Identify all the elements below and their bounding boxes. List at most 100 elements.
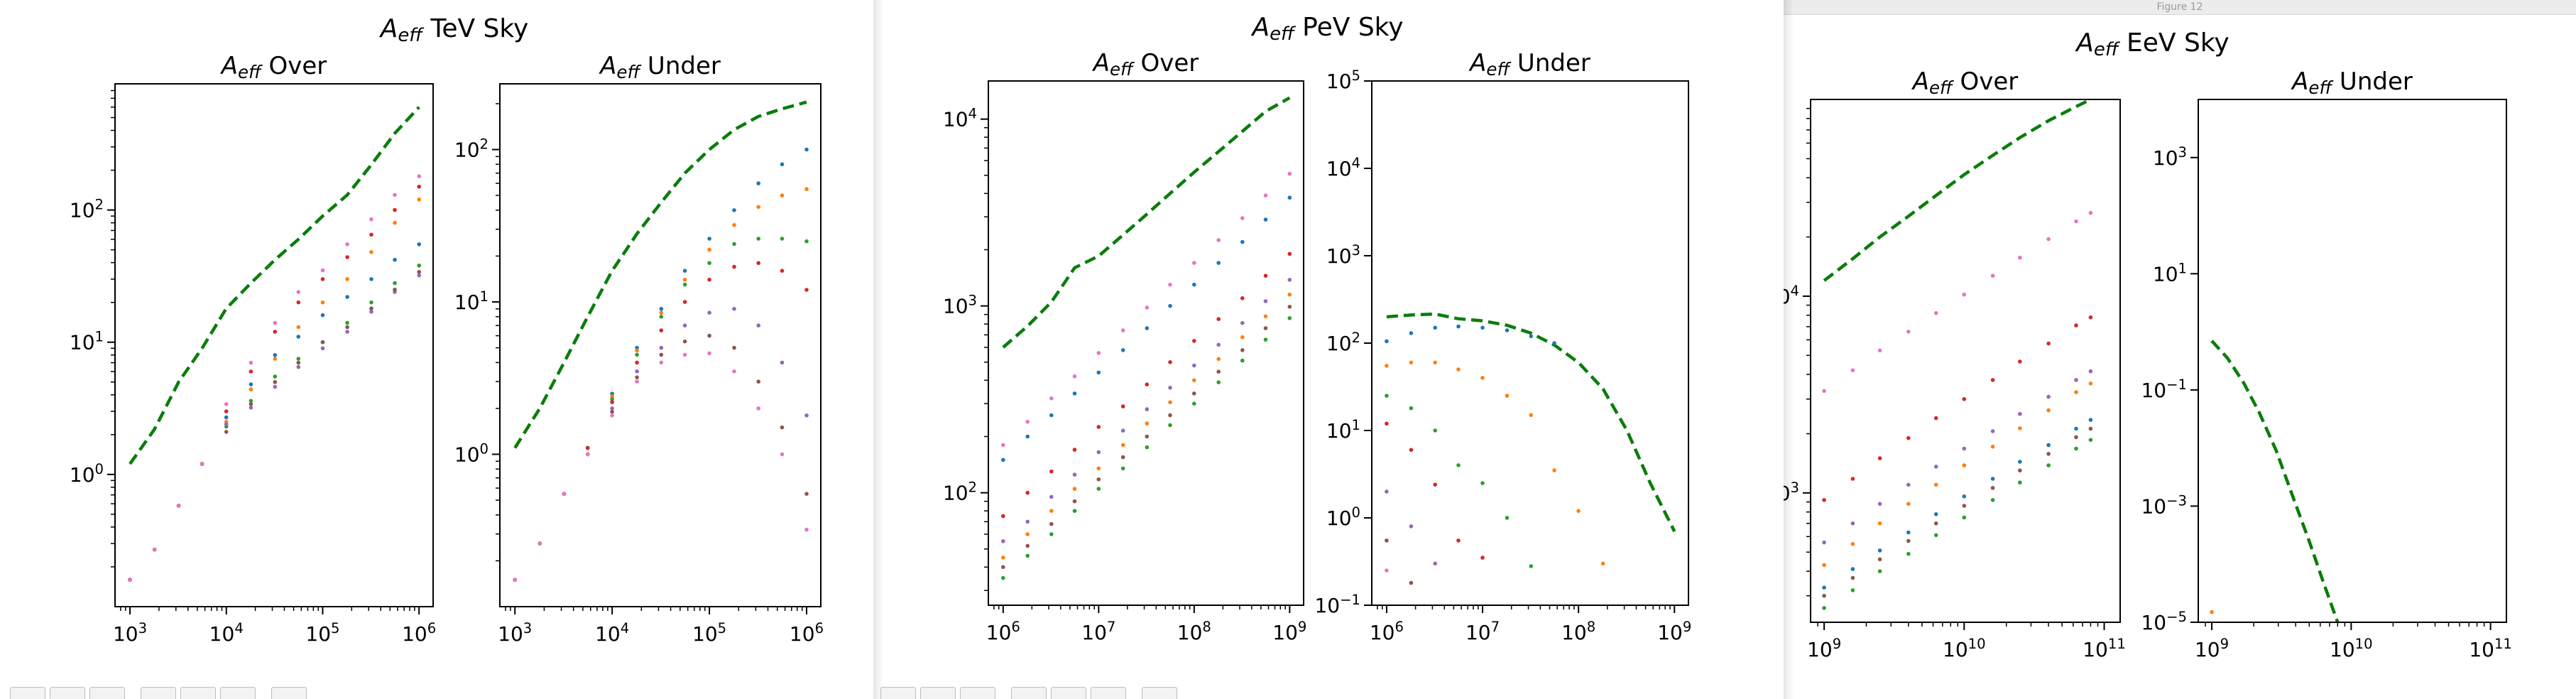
pev-toolbar	[880, 682, 1177, 699]
data-point	[296, 325, 301, 330]
data-point	[1120, 466, 1125, 471]
data-point	[682, 323, 687, 328]
data-point	[804, 147, 809, 152]
data-point	[585, 445, 590, 450]
data-point	[1096, 370, 1101, 375]
data-point	[1001, 565, 1005, 570]
configure-button[interactable]	[1091, 687, 1126, 699]
x-tick-label: 109	[1807, 636, 1841, 661]
data-point	[1962, 494, 1967, 499]
data-point	[562, 492, 567, 496]
data-point	[1552, 468, 1556, 472]
data-point	[1096, 477, 1101, 482]
pan-button[interactable]	[1011, 687, 1047, 699]
back-button[interactable]	[50, 687, 85, 699]
data-point	[1168, 282, 1172, 287]
data-point	[682, 277, 687, 282]
chart-panel: Aeff Over 106 107 108 109 102 103 104	[943, 49, 1307, 644]
eev-window-titlebar[interactable]: Figure 12	[1784, 0, 2576, 15]
save-button[interactable]	[271, 687, 307, 699]
data-point	[1962, 397, 1967, 401]
data-point	[345, 295, 349, 299]
data-point	[1850, 542, 1855, 546]
data-point	[1529, 334, 1534, 339]
data-point	[1962, 504, 1967, 508]
home-button[interactable]	[10, 687, 45, 699]
data-point	[249, 387, 253, 391]
data-point	[1216, 369, 1221, 374]
data-point	[804, 187, 809, 192]
data-point	[1263, 326, 1268, 330]
pan-button[interactable]	[141, 687, 176, 699]
x-tick-label: 1011	[2083, 636, 2126, 661]
data-point	[1409, 524, 1414, 529]
data-point	[780, 237, 785, 241]
data-point	[1822, 540, 1826, 545]
data-point	[659, 307, 664, 311]
data-point	[224, 409, 229, 413]
forward-button[interactable]	[89, 687, 125, 699]
data-point	[2088, 438, 2093, 442]
data-point	[2074, 446, 2078, 451]
save-button[interactable]	[1142, 687, 1177, 699]
x-tick-label: 109	[1272, 619, 1306, 644]
data-point	[1906, 482, 1911, 487]
x-tick-label: 109	[2195, 636, 2229, 661]
data-point	[1933, 416, 1938, 421]
data-point	[1933, 521, 1938, 526]
data-point	[2018, 480, 2022, 484]
data-point	[1385, 489, 1389, 494]
data-point	[1168, 400, 1172, 405]
data-point	[1576, 509, 1581, 514]
configure-button[interactable]	[220, 687, 256, 699]
data-point	[1287, 278, 1292, 282]
data-point	[1025, 419, 1030, 424]
figure-suptitle: Aeff PeV Sky	[1250, 13, 1403, 45]
data-point	[610, 397, 614, 401]
data-point	[1145, 382, 1150, 386]
data-point	[1072, 509, 1077, 513]
data-point	[1877, 557, 1882, 562]
data-point	[682, 269, 687, 273]
data-point	[635, 369, 639, 374]
data-point	[804, 288, 809, 292]
data-point	[369, 217, 373, 222]
x-tick-label: 106	[986, 619, 1020, 644]
data-point	[1001, 539, 1005, 543]
data-point	[1145, 305, 1150, 310]
data-point	[152, 547, 157, 552]
total-curve	[2210, 340, 2340, 622]
data-point	[682, 339, 687, 344]
data-point	[1385, 538, 1389, 543]
axes-frame	[2198, 99, 2507, 623]
back-button[interactable]	[920, 687, 956, 699]
data-point	[1263, 299, 1268, 303]
data-point	[1385, 364, 1389, 368]
data-point	[1850, 567, 1855, 571]
zoom-button[interactable]	[180, 687, 216, 699]
data-point	[804, 492, 809, 496]
data-point	[732, 369, 736, 374]
data-point	[635, 360, 639, 365]
data-point	[1192, 378, 1196, 383]
data-point	[1850, 477, 1855, 481]
data-point	[417, 174, 421, 178]
data-point	[296, 335, 301, 339]
data-point	[1072, 374, 1077, 379]
eev-sky-window: Figure 12 Aeff EeV Sky Aeff Over 109 1010 10…	[1784, 0, 2576, 699]
data-point	[780, 425, 785, 430]
data-point	[296, 360, 301, 365]
data-point	[1263, 217, 1268, 222]
data-point	[369, 306, 373, 311]
data-point	[1877, 569, 1882, 573]
zoom-button[interactable]	[1051, 687, 1086, 699]
figure-suptitle: Aeff EeV Sky	[2075, 28, 2229, 60]
forward-button[interactable]	[960, 687, 995, 699]
home-button[interactable]	[880, 687, 916, 699]
data-point	[659, 310, 664, 315]
data-point	[1990, 378, 1995, 382]
data-point	[320, 313, 325, 318]
data-point	[417, 270, 421, 274]
data-point	[273, 320, 278, 325]
data-point	[273, 380, 278, 384]
